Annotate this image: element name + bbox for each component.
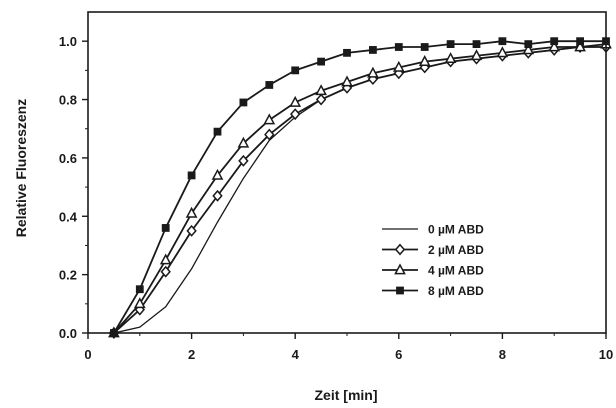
legend-entry: 0 µM ABD <box>382 223 484 237</box>
plot-frame <box>87 11 607 334</box>
data-point <box>574 40 586 52</box>
data-point <box>470 49 483 61</box>
legend-marker <box>394 243 406 256</box>
data-point <box>263 113 276 125</box>
data-point <box>238 154 249 167</box>
data-point <box>315 84 327 96</box>
data-point <box>315 93 327 106</box>
series-none <box>113 46 606 334</box>
data-point <box>289 95 302 107</box>
y-tick-label: 0.6 <box>59 151 77 166</box>
data-point <box>522 43 535 55</box>
series-line <box>113 46 606 334</box>
y-tick-label: 1.0 <box>59 34 77 49</box>
data-point <box>159 253 172 265</box>
data-point <box>550 37 559 46</box>
data-point <box>496 46 509 58</box>
data-point <box>341 75 353 87</box>
data-point <box>367 66 379 78</box>
data-point <box>343 48 351 57</box>
legend-entry: 8 µM ABD <box>382 284 484 298</box>
legend: 0 µM ABD 2 µM ABD 4 µM ABD 8 µM ABD <box>382 223 484 298</box>
data-point <box>135 285 144 294</box>
series-line <box>113 40 606 334</box>
x-axis-label: Zeit [min] <box>315 387 378 403</box>
data-point <box>237 136 250 148</box>
data-point <box>446 40 455 49</box>
y-tick-label: 0.2 <box>59 268 77 283</box>
data-point <box>369 46 377 54</box>
data-point <box>161 224 170 232</box>
data-point <box>444 52 457 64</box>
data-point <box>290 108 301 121</box>
legend-label: 4 µM ABD <box>428 264 484 278</box>
x-tick-label: 8 <box>499 347 506 362</box>
series-line <box>113 43 607 334</box>
x-tick-label: 0 <box>84 347 91 362</box>
data-point <box>211 168 224 180</box>
y-tick-label: 0.0 <box>59 326 77 341</box>
data-point <box>418 55 431 66</box>
data-point <box>186 224 197 237</box>
data-point <box>213 127 222 136</box>
data-point <box>133 297 146 309</box>
data-point <box>472 40 481 49</box>
data-point <box>291 66 300 75</box>
data-point <box>548 40 561 52</box>
legend-marker <box>396 286 404 295</box>
data-point <box>185 206 198 218</box>
series-line <box>113 46 606 334</box>
data-point <box>576 37 585 46</box>
y-tick-label: 0.4 <box>59 209 78 224</box>
data-point <box>265 81 274 89</box>
data-point <box>317 57 326 66</box>
x-tick-label: 10 <box>599 347 613 362</box>
data-point <box>160 265 171 278</box>
legend-label: 0 µM ABD <box>428 223 484 237</box>
axes: 0 2 4 6 8 10 0.0 0.2 0.4 0.6 0.8 1.0 <box>59 11 613 362</box>
plot-area <box>108 37 612 339</box>
data-point <box>187 171 196 180</box>
legend-marker <box>394 263 406 275</box>
data-point <box>394 43 403 51</box>
data-point <box>524 40 533 49</box>
data-point <box>498 37 507 46</box>
legend-entry: 4 µM ABD <box>382 263 484 278</box>
legend-label: 2 µM ABD <box>428 243 484 257</box>
legend-label: 8 µM ABD <box>428 284 484 298</box>
x-tick-label: 6 <box>395 347 402 362</box>
data-point <box>212 189 223 202</box>
x-tick-label: 4 <box>292 347 300 362</box>
data-point <box>239 98 248 107</box>
data-point <box>392 60 405 72</box>
legend-entry: 2 µM ABD <box>382 243 484 257</box>
y-axis-label: Relative Fluoreszenz <box>13 99 29 238</box>
data-point <box>264 128 275 141</box>
data-point <box>420 43 429 51</box>
y-tick-label: 0.8 <box>59 93 77 108</box>
x-tick-label: 2 <box>188 347 195 362</box>
